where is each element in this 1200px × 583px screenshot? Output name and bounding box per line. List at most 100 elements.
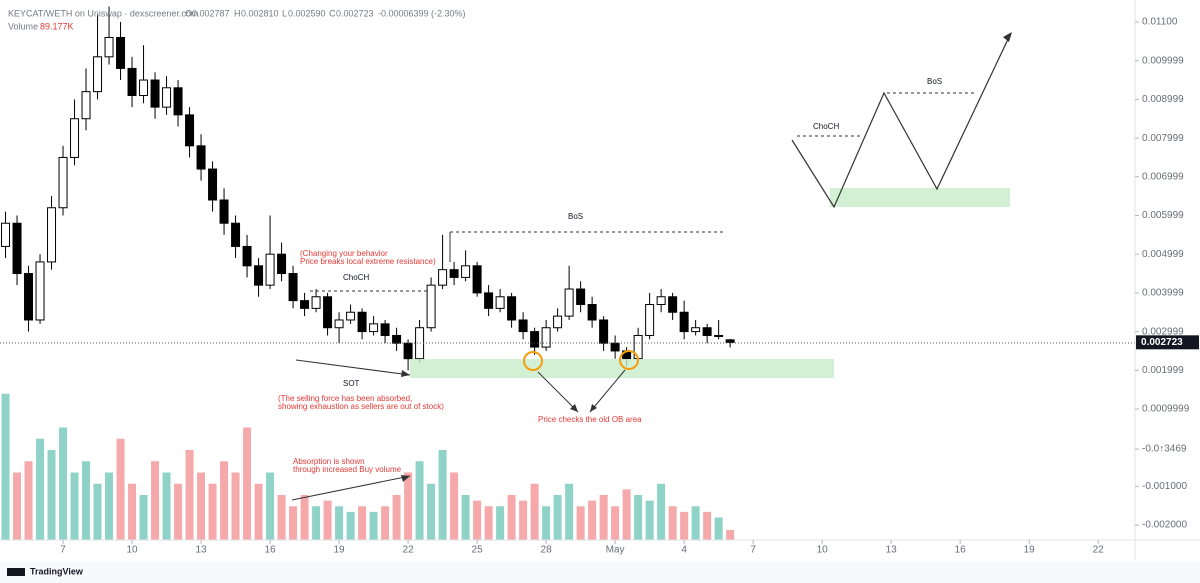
candle-body [47, 207, 57, 263]
volume-bar [611, 506, 620, 540]
volume-bar [519, 500, 528, 540]
candle-body [196, 145, 206, 170]
candle-body [702, 327, 712, 336]
y-tick-label: 0.009999 [1142, 55, 1184, 66]
candle-body [380, 323, 390, 336]
y-tick-label: 0.004999 [1142, 249, 1184, 260]
volume-bar [70, 472, 79, 540]
candle-body [679, 311, 689, 333]
logo [7, 568, 25, 576]
plot [1, 6, 735, 540]
schematic-path [791, 34, 1011, 209]
candle-body [576, 288, 586, 306]
candle-body [242, 245, 252, 267]
highlight-circle [619, 350, 639, 370]
candle-body [633, 334, 643, 360]
candle-body [438, 269, 448, 286]
volume-bar [151, 461, 160, 540]
volume-bar [542, 506, 551, 540]
annotation: showing exhaustion as sellers are out of… [278, 402, 444, 411]
volume-bar [657, 483, 666, 540]
annotation: SOT [343, 379, 360, 388]
candle-body [265, 253, 275, 286]
x-tick-label: 7 [750, 545, 756, 556]
ohlc-value: 0.002723 [336, 8, 374, 18]
candle-body [656, 296, 666, 306]
candle-body [541, 327, 551, 348]
annotation: through increased Buy volume [293, 465, 402, 474]
candle-body [725, 339, 735, 343]
volume-bar [1, 393, 10, 540]
volume-bar [128, 483, 137, 540]
arrowhead [401, 370, 410, 377]
y-tick-label: 0.0009999 [1142, 404, 1190, 415]
candle-body [277, 253, 287, 275]
volume-bar [507, 495, 516, 540]
candle-body [254, 265, 264, 286]
candle-body [610, 342, 620, 352]
candle-body [173, 87, 183, 116]
candle-body [12, 222, 22, 275]
annotation: (Changing your behavior [300, 249, 388, 258]
candle-body [162, 87, 172, 108]
candle-body [346, 311, 356, 321]
y-tick-label: 0.006999 [1142, 171, 1184, 182]
volume-bar [208, 483, 217, 540]
arrow [291, 475, 411, 501]
volume-bar [576, 506, 585, 540]
volume-bar [726, 529, 735, 540]
candle-body [449, 269, 459, 278]
x-tick-label: 16 [265, 545, 277, 556]
arrow [537, 371, 579, 413]
volume-bar [185, 450, 194, 540]
volume-bar [231, 472, 240, 540]
volume-bar [105, 472, 114, 540]
x-tick-label: 28 [541, 545, 553, 556]
volume-bar [36, 438, 45, 540]
volume-bar [289, 506, 298, 540]
x-tick-label: 19 [1024, 545, 1036, 556]
volume-bar [346, 511, 355, 540]
volume-bar [565, 483, 574, 540]
x-tick-label: 4 [681, 545, 687, 556]
volume-bar [358, 506, 367, 540]
volume-bar [461, 495, 470, 540]
y-tick-label: -0.002000 [1142, 520, 1187, 531]
volume-bar [703, 511, 712, 540]
candle-body [415, 327, 425, 360]
volume-bar [668, 506, 677, 540]
candle-body [461, 265, 471, 278]
arrow [589, 369, 626, 413]
volume-bar [645, 500, 654, 540]
candle-body [564, 288, 574, 317]
volume-bar [530, 483, 539, 540]
ohlc-key: C [329, 8, 336, 18]
volume-bar [300, 495, 309, 540]
candle-body [392, 334, 402, 344]
change: -0.00006399 (-2.30%) [378, 8, 466, 18]
volume-bar [622, 489, 631, 540]
volume-bar [220, 461, 229, 540]
volume-bar [13, 472, 22, 540]
y-tick-label: -0.001000 [1142, 481, 1187, 492]
volume-bar [680, 511, 689, 540]
candle-body [484, 292, 494, 309]
last-price-box [1136, 335, 1199, 350]
candle-body [70, 118, 80, 158]
ob-zone [830, 188, 1010, 207]
volume-bar [369, 511, 378, 540]
candle-body [518, 319, 528, 333]
volume-bar [473, 500, 482, 540]
candle-body [185, 114, 195, 147]
volume-bar [588, 500, 597, 540]
candle-body [311, 296, 321, 309]
x-tick-label: 22 [1093, 545, 1105, 556]
last-price-label: 0.002723 [1141, 337, 1183, 348]
y-tick-label: 0.007999 [1142, 133, 1184, 144]
candle-body [219, 199, 229, 224]
volume-bar [496, 506, 505, 540]
candle-body [530, 331, 540, 348]
y-tick-label: 0.002999 [1142, 326, 1184, 337]
y-tick-label: -0.0↑3469 [1142, 444, 1187, 455]
annotation: BoS [568, 212, 583, 221]
